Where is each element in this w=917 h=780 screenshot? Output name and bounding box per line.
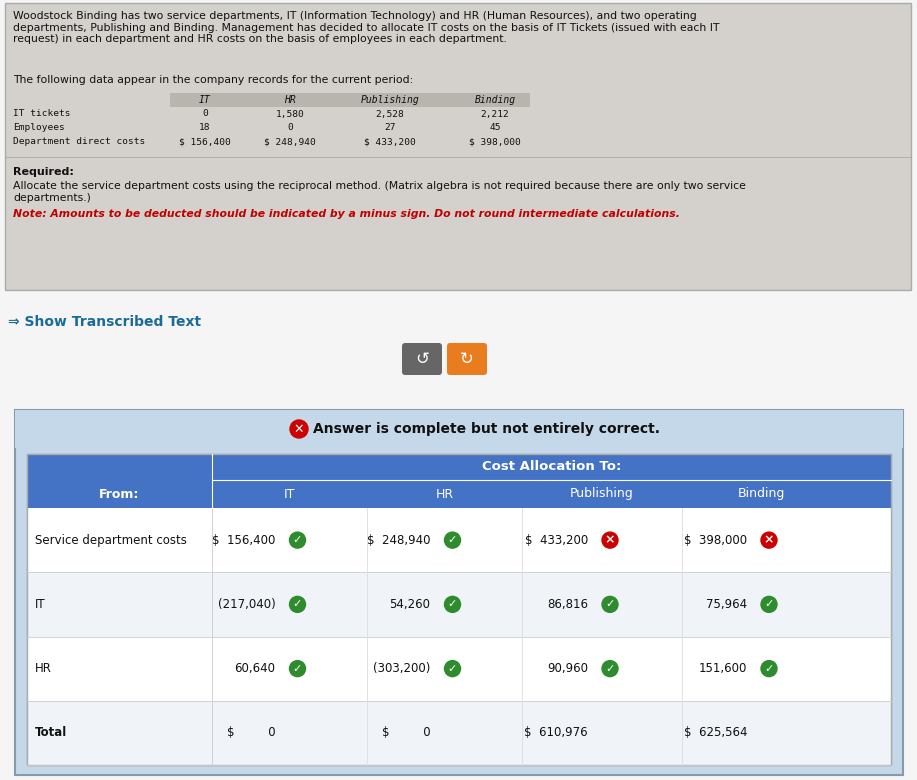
Text: Answer is complete but not entirely correct.: Answer is complete but not entirely corr… (313, 422, 660, 436)
Text: Publishing: Publishing (360, 95, 419, 105)
Text: ✓: ✓ (605, 599, 614, 609)
FancyBboxPatch shape (27, 700, 891, 765)
Circle shape (445, 532, 460, 548)
Circle shape (290, 597, 305, 612)
Text: (303,200): (303,200) (373, 662, 430, 675)
Text: IT: IT (199, 95, 211, 105)
Text: 1,580: 1,580 (276, 109, 304, 119)
Text: Binding: Binding (474, 95, 515, 105)
Text: Cost Allocation To:: Cost Allocation To: (481, 460, 621, 473)
FancyBboxPatch shape (447, 343, 487, 375)
Text: ✓: ✓ (293, 535, 303, 545)
Text: $ 398,000: $ 398,000 (470, 137, 521, 147)
Circle shape (290, 532, 305, 548)
Text: 75,964: 75,964 (706, 598, 747, 611)
Text: HR: HR (436, 488, 454, 501)
FancyBboxPatch shape (27, 454, 212, 480)
Circle shape (761, 597, 777, 612)
Text: Required:: Required: (13, 167, 74, 177)
Circle shape (602, 661, 618, 676)
Circle shape (445, 661, 460, 676)
Text: ↺: ↺ (415, 350, 429, 368)
Circle shape (290, 661, 305, 676)
Text: Total: Total (35, 726, 67, 739)
Text: 0: 0 (287, 123, 293, 133)
Text: Employees: Employees (13, 123, 65, 133)
Text: ✓: ✓ (447, 535, 458, 545)
Text: Service department costs: Service department costs (35, 534, 187, 547)
Text: ✓: ✓ (447, 599, 458, 609)
Text: Binding: Binding (737, 488, 785, 501)
FancyBboxPatch shape (15, 410, 903, 448)
Text: HR: HR (35, 662, 52, 675)
Text: Publishing: Publishing (570, 488, 634, 501)
Text: $  398,000: $ 398,000 (684, 534, 747, 547)
Text: 18: 18 (199, 123, 211, 133)
Text: HR: HR (284, 95, 296, 105)
Text: ↻: ↻ (460, 350, 474, 368)
Text: ✓: ✓ (605, 664, 614, 674)
Text: IT: IT (35, 598, 46, 611)
Text: $         0: $ 0 (381, 726, 430, 739)
Text: 86,816: 86,816 (547, 598, 588, 611)
FancyBboxPatch shape (212, 454, 891, 480)
Text: $ 156,400: $ 156,400 (179, 137, 231, 147)
Text: 2,528: 2,528 (376, 109, 404, 119)
Text: ✓: ✓ (764, 664, 774, 674)
Text: ×: × (604, 534, 615, 547)
Text: 54,260: 54,260 (390, 598, 430, 611)
Text: ✓: ✓ (447, 664, 458, 674)
Text: 151,600: 151,600 (699, 662, 747, 675)
Text: ✓: ✓ (293, 664, 303, 674)
FancyBboxPatch shape (15, 410, 903, 775)
FancyBboxPatch shape (170, 93, 530, 107)
FancyBboxPatch shape (402, 343, 442, 375)
Circle shape (761, 661, 777, 676)
Circle shape (602, 532, 618, 548)
Circle shape (602, 597, 618, 612)
Text: $  156,400: $ 156,400 (212, 534, 275, 547)
Text: IT: IT (284, 488, 295, 501)
Text: $         0: $ 0 (226, 726, 275, 739)
Text: 2,212: 2,212 (481, 109, 509, 119)
Text: 90,960: 90,960 (547, 662, 588, 675)
Text: From:: From: (99, 488, 139, 501)
FancyBboxPatch shape (27, 480, 891, 508)
Text: Allocate the service department costs using the reciprocal method. (Matrix algeb: Allocate the service department costs us… (13, 181, 746, 203)
Text: 45: 45 (490, 123, 501, 133)
Text: $ 248,940: $ 248,940 (264, 137, 315, 147)
Text: $  625,564: $ 625,564 (683, 726, 747, 739)
Text: 60,640: 60,640 (235, 662, 275, 675)
FancyBboxPatch shape (27, 636, 891, 700)
Text: ✕: ✕ (293, 423, 304, 435)
Text: The following data appear in the company records for the current period:: The following data appear in the company… (13, 75, 414, 85)
Circle shape (445, 597, 460, 612)
Circle shape (761, 532, 777, 548)
Text: Woodstock Binding has two service departments, IT (Information Technology) and H: Woodstock Binding has two service depart… (13, 11, 720, 44)
Text: (217,040): (217,040) (217, 598, 275, 611)
Text: IT tickets: IT tickets (13, 109, 71, 119)
Text: Note: Amounts to be deducted should be indicated by a minus sign. Do not round i: Note: Amounts to be deducted should be i… (13, 209, 679, 219)
FancyBboxPatch shape (27, 573, 891, 636)
Text: ⇒ Show Transcribed Text: ⇒ Show Transcribed Text (8, 315, 201, 329)
FancyBboxPatch shape (27, 454, 891, 765)
Text: ×: × (764, 534, 774, 547)
Text: ✓: ✓ (293, 599, 303, 609)
Text: ✓: ✓ (764, 599, 774, 609)
Text: 27: 27 (384, 123, 396, 133)
FancyBboxPatch shape (5, 3, 911, 290)
Circle shape (290, 420, 308, 438)
Text: $ 433,200: $ 433,200 (364, 137, 416, 147)
Text: Department direct costs: Department direct costs (13, 137, 145, 147)
Text: $  610,976: $ 610,976 (525, 726, 588, 739)
FancyBboxPatch shape (27, 508, 891, 573)
Text: $  433,200: $ 433,200 (525, 534, 588, 547)
Text: 0: 0 (202, 109, 208, 119)
Text: $  248,940: $ 248,940 (367, 534, 430, 547)
